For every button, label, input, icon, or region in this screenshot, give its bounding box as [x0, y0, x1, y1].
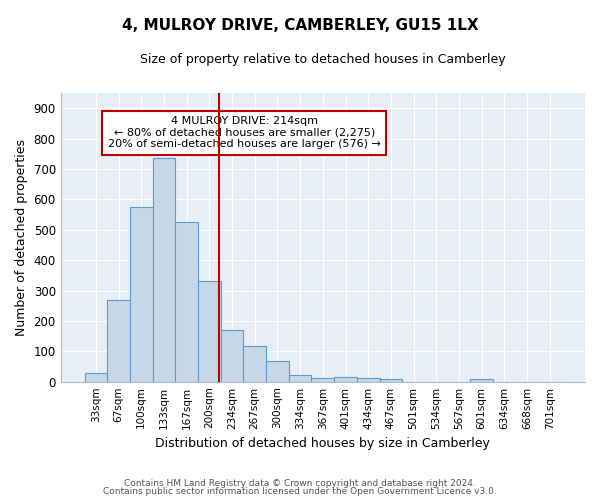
Bar — [289, 375, 311, 382]
Bar — [470, 378, 493, 382]
Bar — [380, 378, 402, 382]
Bar — [152, 158, 175, 382]
Bar — [311, 378, 334, 382]
Bar — [85, 374, 107, 382]
Bar — [221, 330, 244, 382]
Bar — [107, 300, 130, 382]
Bar — [266, 361, 289, 382]
Bar — [175, 222, 198, 382]
Title: Size of property relative to detached houses in Camberley: Size of property relative to detached ho… — [140, 52, 506, 66]
Bar — [244, 346, 266, 382]
Bar — [357, 378, 380, 382]
Text: Contains HM Land Registry data © Crown copyright and database right 2024.: Contains HM Land Registry data © Crown c… — [124, 478, 476, 488]
Bar — [334, 376, 357, 382]
X-axis label: Distribution of detached houses by size in Camberley: Distribution of detached houses by size … — [155, 437, 490, 450]
Text: 4, MULROY DRIVE, CAMBERLEY, GU15 1LX: 4, MULROY DRIVE, CAMBERLEY, GU15 1LX — [122, 18, 478, 32]
Y-axis label: Number of detached properties: Number of detached properties — [15, 139, 28, 336]
Text: 4 MULROY DRIVE: 214sqm
← 80% of detached houses are smaller (2,275)
20% of semi-: 4 MULROY DRIVE: 214sqm ← 80% of detached… — [108, 116, 380, 150]
Text: Contains public sector information licensed under the Open Government Licence v3: Contains public sector information licen… — [103, 487, 497, 496]
Bar — [130, 207, 152, 382]
Bar — [198, 282, 221, 382]
